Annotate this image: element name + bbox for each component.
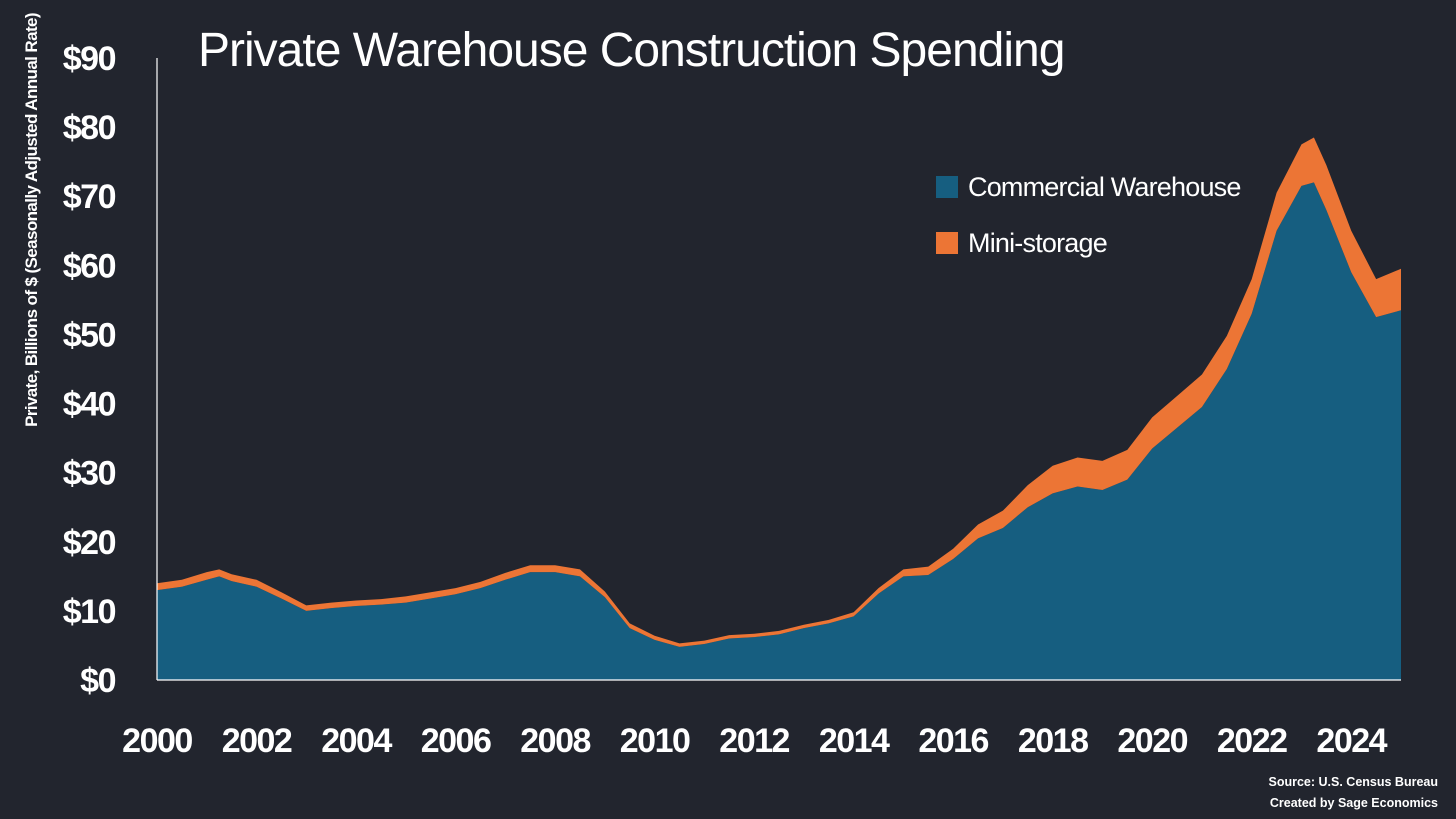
credit-note: Created by Sage Economics <box>1270 796 1438 810</box>
y-tick-label: $20 <box>63 524 116 562</box>
x-tick-label: 2000 <box>122 722 192 760</box>
y-tick-label: $30 <box>63 455 116 493</box>
legend-label-mini-storage: Mini-storage <box>968 228 1107 258</box>
y-tick-label: $10 <box>63 593 116 631</box>
y-axis-label: Private, Billions of $ (Seasonally Adjus… <box>22 13 41 427</box>
stacked-area-layer <box>157 137 1401 680</box>
legend-label-commercial-warehouse: Commercial Warehouse <box>968 172 1241 202</box>
chart-title: Private Warehouse Construction Spending <box>198 24 1064 77</box>
x-tick-label: 2014 <box>819 722 890 760</box>
y-tick-label: $50 <box>63 316 116 354</box>
y-tick-label: $40 <box>63 386 116 424</box>
y-tick-label: $80 <box>63 109 116 147</box>
x-tick-label: 2012 <box>719 722 789 760</box>
y-tick-label: $90 <box>63 40 116 78</box>
x-tick-label: 2016 <box>918 722 988 760</box>
x-tick-label: 2022 <box>1217 722 1287 760</box>
x-tick-label: 2020 <box>1117 722 1187 760</box>
area-mini-storage <box>157 137 1401 647</box>
legend-swatch-mini-storage <box>936 232 958 254</box>
y-tick-labels: $0 $10 $20 $30 $40 $50 $60 $70 $80 $90 <box>63 40 117 700</box>
y-tick-label: $70 <box>63 178 116 216</box>
x-tick-label: 2010 <box>620 722 690 760</box>
x-tick-label: 2024 <box>1316 722 1387 760</box>
source-note: Source: U.S. Census Bureau <box>1269 775 1439 789</box>
y-tick-label: $0 <box>80 662 115 700</box>
y-tick-label: $60 <box>63 247 116 285</box>
area-commercial-warehouse <box>157 182 1401 680</box>
x-tick-label: 2008 <box>520 722 590 760</box>
legend: Commercial Warehouse Mini-storage <box>936 172 1241 258</box>
x-tick-labels: 2000 2002 2004 2006 2008 2010 2012 2014 2016 2018… <box>122 722 1389 760</box>
x-tick-label: 2018 <box>1018 722 1088 760</box>
legend-swatch-commercial-warehouse <box>936 176 958 198</box>
x-tick-label: 2002 <box>222 722 292 760</box>
x-tick-label: 2004 <box>321 722 392 760</box>
x-tick-label: 2006 <box>421 722 491 760</box>
